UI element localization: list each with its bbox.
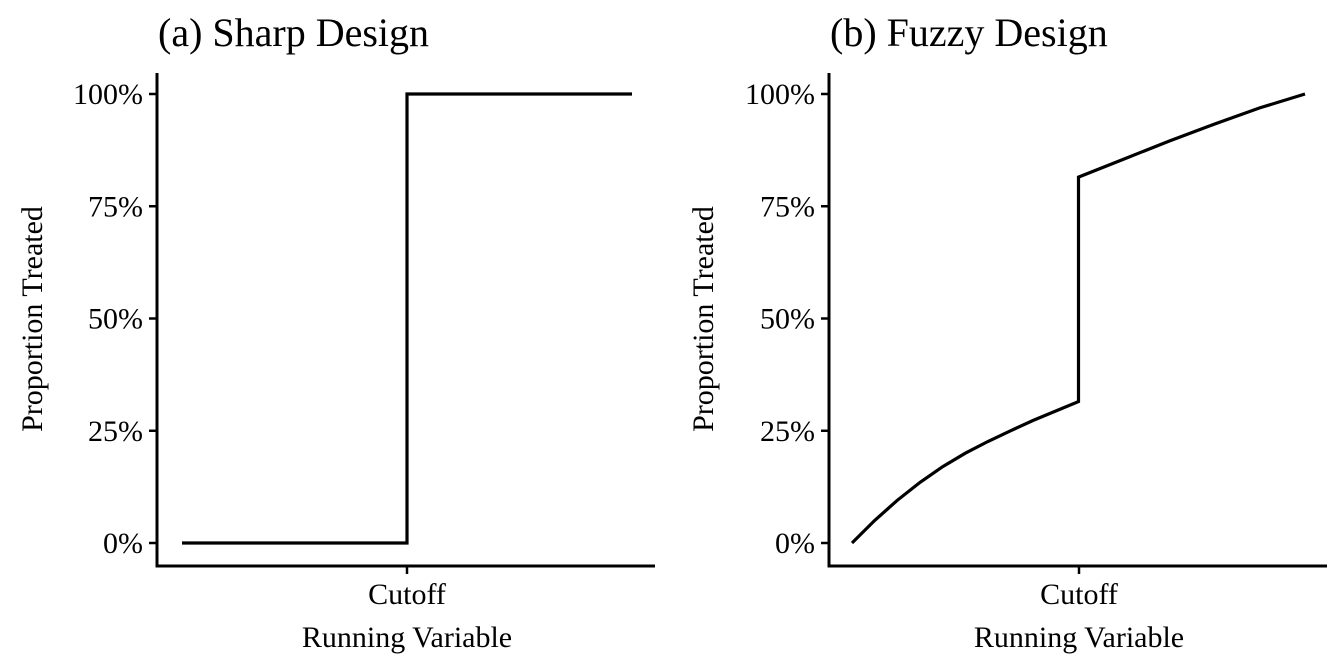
y-tick-label: 100%	[745, 78, 815, 111]
y-tick-label: 50%	[88, 303, 143, 336]
x-axis-label: Running Variable	[302, 621, 512, 654]
panel-fuzzy-design: (b) Fuzzy Design Running Variable Propor…	[687, 10, 1327, 654]
y-axis-ticks: 0% 25% 50% 75% 100%	[73, 78, 157, 560]
y-tick-label: 100%	[73, 78, 143, 111]
y-tick-label: 50%	[760, 303, 815, 336]
y-axis-label: Proportion Treated	[687, 206, 720, 432]
chart-title: (b) Fuzzy Design	[830, 10, 1108, 55]
series-line	[850, 92, 1306, 545]
axes	[155, 73, 655, 568]
y-axis-label: Proportion Treated	[16, 206, 49, 432]
y-axis-ticks: 0% 25% 50% 75% 100%	[745, 78, 829, 560]
y-tick-label: 25%	[88, 415, 143, 448]
y-tick-label: 75%	[88, 190, 143, 223]
series-line	[182, 92, 632, 545]
y-tick-label: 0%	[775, 527, 815, 560]
axes	[827, 73, 1327, 568]
panel-sharp-design: (a) Sharp Design Running Variable Propor…	[16, 10, 655, 654]
y-tick-label: 25%	[760, 415, 815, 448]
y-tick-label: 75%	[760, 190, 815, 223]
x-axis-label: Running Variable	[974, 621, 1184, 654]
x-tick-label: Cutoff	[1040, 578, 1118, 611]
y-tick-label: 0%	[103, 527, 143, 560]
x-tick-label: Cutoff	[368, 578, 446, 611]
chart-title: (a) Sharp Design	[158, 10, 429, 55]
